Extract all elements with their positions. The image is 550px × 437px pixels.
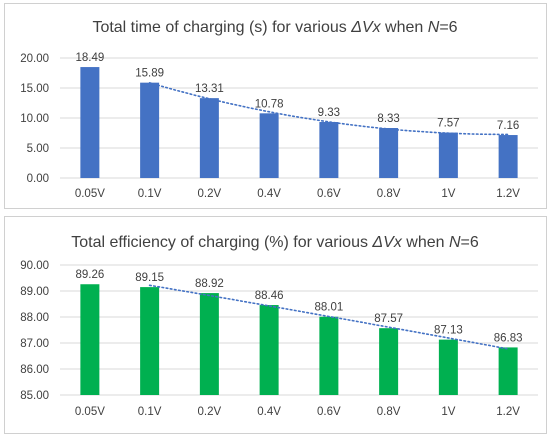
data-label: 87.13 (434, 325, 463, 337)
x-tick-label: 0.1V (138, 406, 162, 418)
bar (140, 82, 160, 178)
bar (379, 128, 399, 178)
bar (140, 287, 160, 395)
x-tick-label: 0.6V (317, 188, 341, 200)
x-tick-label: 1V (441, 406, 455, 418)
chart-panel-charging-efficiency: Total efficiency of charging (%) for var… (4, 216, 547, 434)
data-label: 9.33 (318, 107, 340, 119)
trendline (148, 82, 509, 136)
x-tick-label: 0.2V (198, 406, 222, 418)
data-label: 88.92 (195, 278, 224, 290)
chart-title: Total efficiency of charging (%) for var… (71, 234, 479, 251)
x-tick-label: 1.2V (496, 188, 520, 200)
y-tick-label: 20.00 (20, 53, 49, 65)
chart-title: Total time of charging (s) for various Δ… (92, 19, 457, 36)
y-tick-label: 89.00 (20, 286, 49, 298)
bar (498, 347, 518, 395)
x-tick-label: 0.1V (138, 188, 162, 200)
data-label: 88.01 (314, 302, 343, 314)
chart-title-part: when (402, 234, 449, 251)
bar (319, 316, 339, 395)
data-label: 15.89 (135, 68, 164, 80)
bar (379, 328, 399, 395)
data-label: 7.16 (497, 120, 519, 132)
bar (199, 98, 219, 178)
bar (259, 305, 279, 395)
trendline (148, 284, 509, 350)
y-tick-label: 0.00 (27, 173, 49, 185)
y-tick-label: 5.00 (27, 143, 49, 155)
x-tick-label: 1V (441, 188, 455, 200)
data-label: 7.57 (437, 118, 459, 130)
bar (80, 284, 100, 395)
chart-title-part: N (428, 19, 440, 36)
data-label: 86.83 (494, 332, 523, 344)
data-label: 8.33 (377, 113, 399, 125)
y-tick-label: 87.00 (20, 338, 49, 350)
data-label: 89.26 (75, 269, 104, 281)
chart-charging-time: Total time of charging (s) for various Δ… (20, 19, 538, 200)
chart-title-part: N (449, 234, 461, 251)
y-tick-label: 90.00 (20, 260, 49, 272)
y-tick-label: 85.00 (20, 390, 49, 402)
chart-panel-charging-time: Total time of charging (s) for various Δ… (4, 3, 547, 209)
x-tick-label: 0.4V (257, 406, 281, 418)
y-tick-label: 88.00 (20, 312, 49, 324)
x-tick-label: 0.8V (377, 406, 401, 418)
x-tick-label: 0.8V (377, 188, 401, 200)
data-label: 13.31 (195, 83, 224, 95)
data-label: 18.49 (75, 52, 104, 64)
x-tick-label: 0.6V (317, 406, 341, 418)
chart-title-part: ΔVx (371, 234, 402, 251)
data-label: 87.57 (374, 313, 403, 325)
x-tick-label: 0.4V (257, 188, 281, 200)
y-tick-label: 10.00 (20, 113, 49, 125)
bar (498, 135, 518, 178)
bar (438, 132, 458, 178)
chart-charging-efficiency: Total efficiency of charging (%) for var… (20, 234, 538, 418)
x-tick-label: 0.05V (75, 188, 105, 200)
y-tick-label: 15.00 (20, 83, 49, 95)
bar (319, 122, 339, 178)
x-tick-label: 1.2V (496, 406, 520, 418)
chart-title-part: =6 (439, 19, 457, 36)
chart-title-part: when (381, 19, 428, 36)
data-label: 89.15 (135, 272, 164, 284)
chart-title-part: ΔVx (350, 19, 381, 36)
x-tick-label: 0.05V (75, 406, 105, 418)
bar (80, 67, 100, 178)
data-label: 10.78 (255, 98, 284, 110)
chart-title-part: Total efficiency of charging (%) for var… (71, 234, 372, 251)
chart-title-part: Total time of charging (s) for various (92, 19, 351, 36)
bar (199, 293, 219, 395)
bar (259, 113, 279, 178)
y-tick-label: 86.00 (20, 364, 49, 376)
data-label: 88.46 (255, 290, 284, 302)
bar (438, 339, 458, 395)
x-tick-label: 0.2V (198, 188, 222, 200)
chart-title-part: =6 (461, 234, 479, 251)
